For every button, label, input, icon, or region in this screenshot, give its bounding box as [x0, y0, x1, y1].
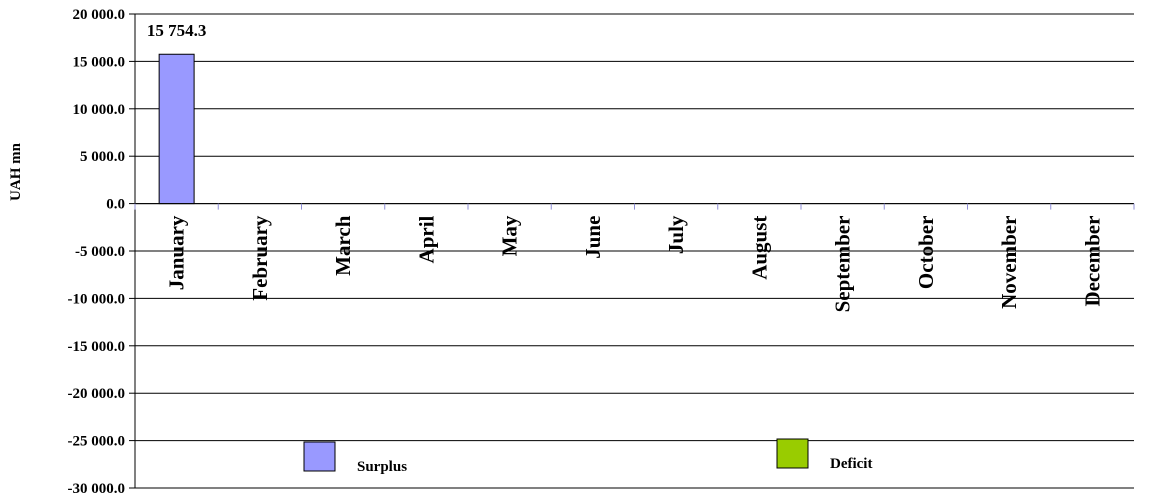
legend-swatch	[303, 441, 336, 472]
y-tick-label: -30 000.0	[68, 481, 126, 494]
y-tick-label: 15 000.0	[73, 54, 126, 70]
bars	[158, 53, 195, 205]
category-label: March	[331, 215, 355, 276]
category-label: February	[248, 215, 272, 301]
category-label: July	[664, 215, 688, 254]
y-tick-label: -5 000.0	[75, 244, 125, 260]
y-tick-label: 5 000.0	[80, 149, 125, 165]
category-label: October	[914, 216, 938, 289]
y-tick-label: 20 000.0	[73, 7, 126, 23]
axes	[129, 13, 1135, 489]
legend-label: Deficit	[830, 456, 872, 472]
legend-label: Surplus	[357, 459, 407, 475]
gridlines	[135, 13, 1134, 489]
category-label: December	[1080, 216, 1104, 307]
category-label: November	[997, 216, 1021, 309]
bar-surplus-january	[158, 53, 195, 205]
data-label: 15 754.3	[147, 21, 207, 40]
category-label: August	[747, 216, 771, 280]
category-label: May	[498, 215, 522, 256]
category-label: January	[165, 215, 189, 290]
y-tick-label: -25 000.0	[68, 434, 126, 450]
labels: 20 000.0 15 000.0 10 000.0 5 000.0 0.0 -5 000…	[68, 7, 1105, 494]
y-tick-label: -15 000.0	[68, 339, 126, 355]
category-label: June	[581, 216, 605, 259]
y-tick-label: 0.0	[106, 197, 125, 213]
legend: Surplus Deficit	[303, 438, 872, 475]
legend-swatch	[776, 438, 809, 469]
y-tick-label: 10 000.0	[73, 102, 126, 118]
y-tick-label: -10 000.0	[68, 291, 126, 307]
y-axis-title: UAH mn	[8, 142, 24, 201]
category-label: April	[414, 215, 438, 263]
category-label: September	[831, 216, 855, 313]
y-tick-label: -20 000.0	[68, 386, 126, 402]
